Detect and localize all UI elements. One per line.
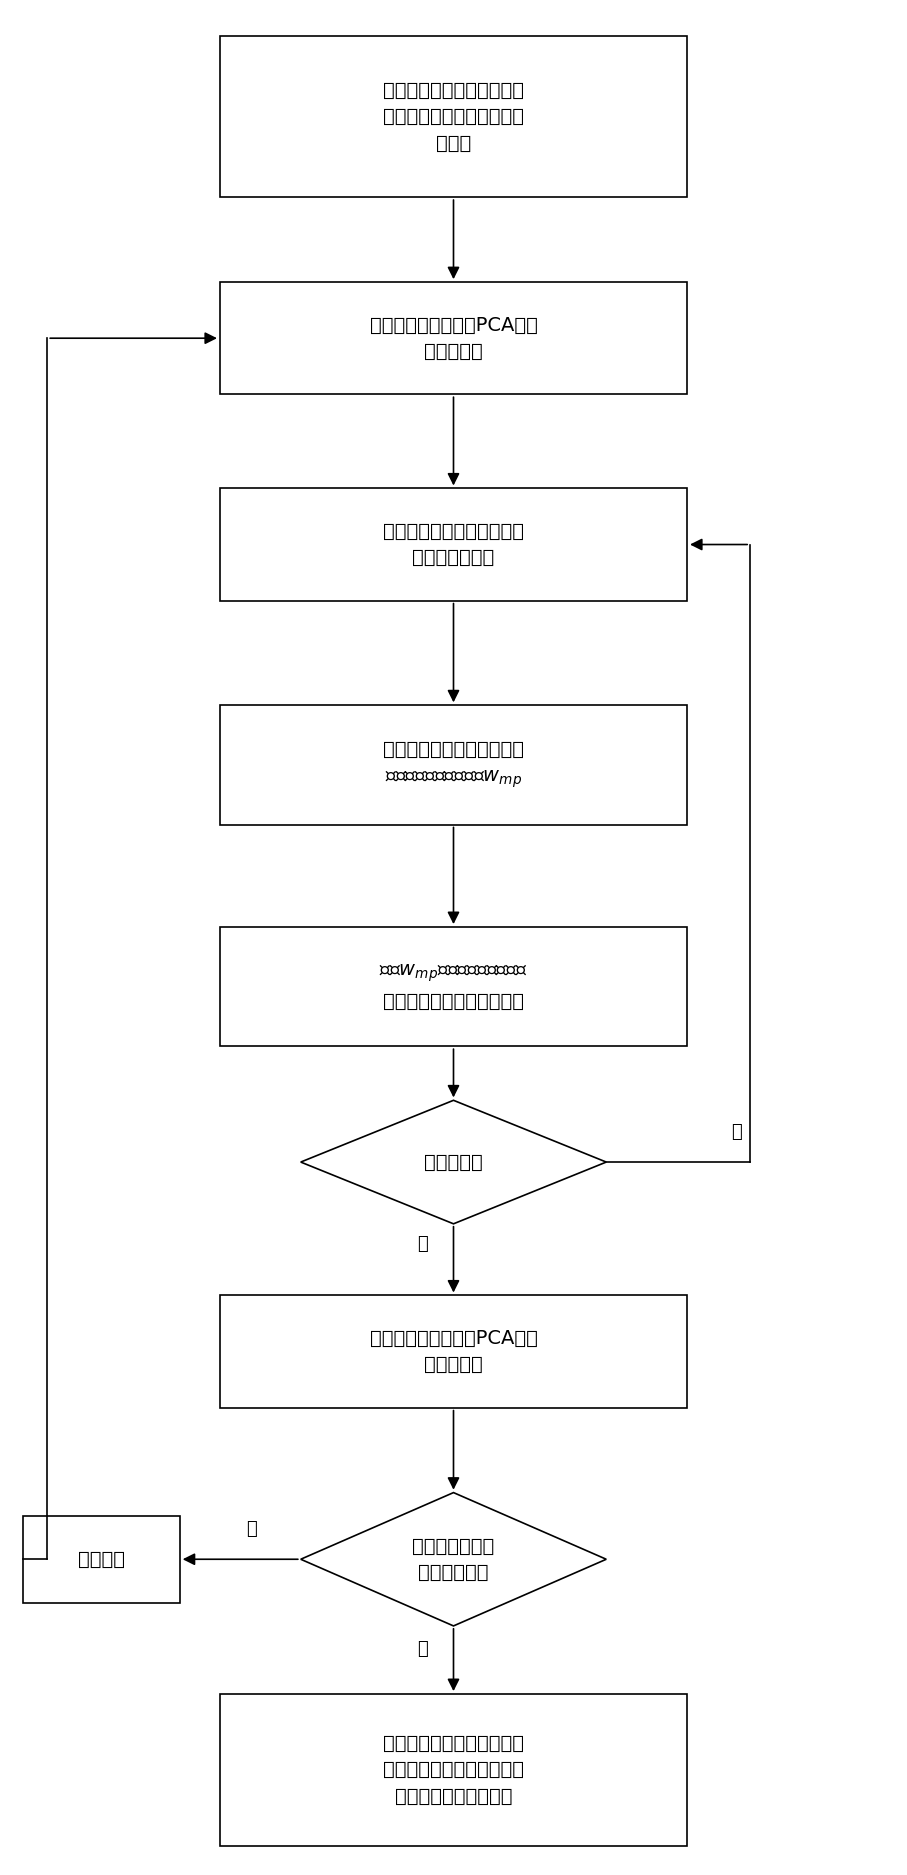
Text: 确定半导体制造过程需预测
的性能指标及影响性能指标
的因素: 确定半导体制造过程需预测 的性能指标及影响性能指标 的因素 [383,81,524,152]
Polygon shape [301,1101,606,1224]
Text: 更新数据: 更新数据 [78,1551,125,1569]
Text: 是: 是 [246,1521,257,1537]
Text: 是: 是 [416,1236,427,1252]
Text: 根据$w_{mp}$值更新超参数，控制
多性能预测模型结构复杂度: 根据$w_{mp}$值更新超参数，控制 多性能预测模型结构复杂度 [379,962,528,1011]
FancyBboxPatch shape [219,36,688,197]
FancyBboxPatch shape [219,488,688,600]
FancyBboxPatch shape [219,926,688,1046]
Text: 获取网络权值，利用网络权
值分析法对其分析，找出预
测性能的重要影响因素: 获取网络权值，利用网络权 值分析法对其分析，找出预 测性能的重要影响因素 [383,1734,524,1806]
FancyBboxPatch shape [219,1693,688,1845]
FancyBboxPatch shape [23,1515,180,1603]
Text: 否: 否 [416,1641,427,1658]
Text: 模型收敛？: 模型收敛？ [424,1153,483,1172]
Text: 进行性能预测，
模型需修正？: 进行性能预测， 模型需修正？ [413,1536,494,1582]
Text: 获取样本数据，完成PCA预处
理、归一化: 获取样本数据，完成PCA预处 理、归一化 [369,315,538,362]
Text: 选择贝叶斯神经网络结构，
初始化网络参数: 选择贝叶斯神经网络结构， 初始化网络参数 [383,521,524,568]
Text: 贝叶斯方法计算网络权值后
验概率，找最可能权值$w_{mp}$: 贝叶斯方法计算网络权值后 验概率，找最可能权值$w_{mp}$ [383,741,524,789]
FancyBboxPatch shape [219,281,688,394]
FancyBboxPatch shape [219,1296,688,1408]
Text: 否: 否 [731,1123,742,1140]
FancyBboxPatch shape [219,705,688,825]
Polygon shape [301,1492,606,1626]
Text: 获取实时数据，完成PCA预处
理、归一化: 获取实时数据，完成PCA预处 理、归一化 [369,1329,538,1374]
